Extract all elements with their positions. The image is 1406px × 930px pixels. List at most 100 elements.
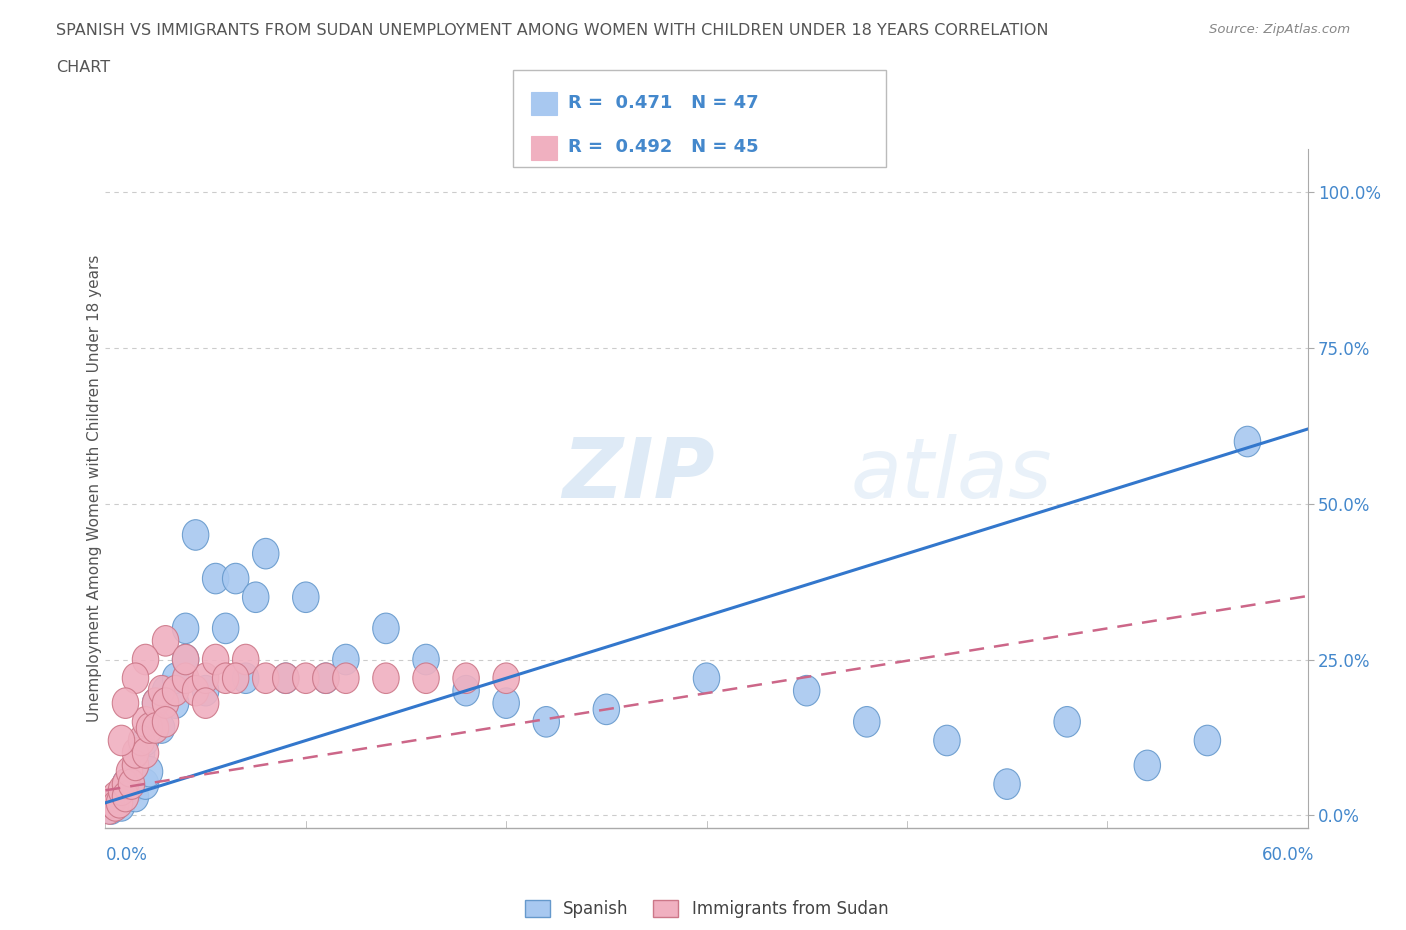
Ellipse shape — [413, 663, 439, 694]
Ellipse shape — [232, 644, 259, 675]
Ellipse shape — [112, 688, 139, 718]
Ellipse shape — [136, 712, 163, 743]
Ellipse shape — [162, 663, 188, 694]
Ellipse shape — [494, 688, 519, 718]
Ellipse shape — [117, 756, 143, 787]
Ellipse shape — [1234, 426, 1261, 457]
Ellipse shape — [212, 613, 239, 644]
Ellipse shape — [136, 756, 163, 787]
Ellipse shape — [373, 663, 399, 694]
Ellipse shape — [193, 688, 219, 718]
Ellipse shape — [162, 675, 188, 706]
Ellipse shape — [453, 663, 479, 694]
Ellipse shape — [112, 769, 139, 800]
Ellipse shape — [853, 707, 880, 737]
Ellipse shape — [1194, 725, 1220, 756]
Text: 0.0%: 0.0% — [105, 846, 148, 864]
Ellipse shape — [128, 725, 155, 756]
Legend: Spanish, Immigrants from Sudan: Spanish, Immigrants from Sudan — [517, 893, 896, 924]
Ellipse shape — [117, 775, 143, 805]
Ellipse shape — [162, 688, 188, 718]
Ellipse shape — [132, 707, 159, 737]
Ellipse shape — [173, 644, 198, 675]
Ellipse shape — [112, 781, 139, 812]
Ellipse shape — [222, 564, 249, 594]
Ellipse shape — [122, 751, 149, 780]
Ellipse shape — [142, 688, 169, 718]
Ellipse shape — [128, 737, 155, 768]
Ellipse shape — [1054, 707, 1080, 737]
Ellipse shape — [222, 663, 249, 694]
Ellipse shape — [152, 675, 179, 706]
Ellipse shape — [183, 675, 209, 706]
Ellipse shape — [152, 688, 179, 718]
Ellipse shape — [242, 582, 269, 613]
Ellipse shape — [273, 663, 299, 694]
Ellipse shape — [273, 663, 299, 694]
Ellipse shape — [193, 675, 219, 706]
Ellipse shape — [103, 781, 129, 812]
Text: CHART: CHART — [56, 60, 110, 75]
Ellipse shape — [453, 675, 479, 706]
Ellipse shape — [122, 737, 149, 768]
Ellipse shape — [173, 644, 198, 675]
Ellipse shape — [112, 769, 139, 800]
Text: ZIP: ZIP — [562, 434, 714, 515]
Ellipse shape — [994, 769, 1021, 800]
Ellipse shape — [122, 781, 149, 812]
Ellipse shape — [173, 663, 198, 694]
Ellipse shape — [1135, 751, 1160, 780]
Text: Source: ZipAtlas.com: Source: ZipAtlas.com — [1209, 23, 1350, 36]
Ellipse shape — [96, 793, 122, 824]
Text: R =  0.471   N = 47: R = 0.471 N = 47 — [568, 94, 759, 113]
Ellipse shape — [183, 520, 209, 551]
Ellipse shape — [333, 644, 359, 675]
Ellipse shape — [373, 613, 399, 644]
Ellipse shape — [693, 663, 720, 694]
Ellipse shape — [152, 707, 179, 737]
Ellipse shape — [202, 644, 229, 675]
Ellipse shape — [103, 790, 129, 821]
Ellipse shape — [292, 663, 319, 694]
Ellipse shape — [494, 663, 519, 694]
Ellipse shape — [132, 644, 159, 675]
Ellipse shape — [253, 538, 278, 569]
Ellipse shape — [253, 663, 278, 694]
Ellipse shape — [148, 675, 174, 706]
Ellipse shape — [132, 737, 159, 768]
Ellipse shape — [333, 663, 359, 694]
Ellipse shape — [212, 663, 239, 694]
Ellipse shape — [103, 788, 129, 818]
Ellipse shape — [793, 675, 820, 706]
Ellipse shape — [108, 775, 135, 805]
Y-axis label: Unemployment Among Women with Children Under 18 years: Unemployment Among Women with Children U… — [87, 255, 101, 722]
Ellipse shape — [108, 790, 135, 821]
Ellipse shape — [533, 707, 560, 737]
Ellipse shape — [413, 644, 439, 675]
Ellipse shape — [98, 793, 125, 824]
Ellipse shape — [292, 582, 319, 613]
Ellipse shape — [152, 626, 179, 657]
Ellipse shape — [148, 712, 174, 743]
Ellipse shape — [173, 613, 198, 644]
Ellipse shape — [132, 725, 159, 756]
Ellipse shape — [122, 751, 149, 780]
Ellipse shape — [107, 788, 132, 818]
Ellipse shape — [193, 663, 219, 694]
Ellipse shape — [142, 712, 169, 743]
Ellipse shape — [312, 663, 339, 694]
Ellipse shape — [934, 725, 960, 756]
Text: 60.0%: 60.0% — [1263, 846, 1315, 864]
Text: atlas: atlas — [851, 434, 1053, 515]
Ellipse shape — [312, 663, 339, 694]
Ellipse shape — [593, 694, 620, 724]
Ellipse shape — [142, 707, 169, 737]
Text: R =  0.492   N = 45: R = 0.492 N = 45 — [568, 139, 759, 156]
Text: SPANISH VS IMMIGRANTS FROM SUDAN UNEMPLOYMENT AMONG WOMEN WITH CHILDREN UNDER 18: SPANISH VS IMMIGRANTS FROM SUDAN UNEMPLO… — [56, 23, 1049, 38]
Ellipse shape — [232, 663, 259, 694]
Ellipse shape — [108, 725, 135, 756]
Ellipse shape — [118, 769, 145, 800]
Ellipse shape — [98, 788, 125, 818]
Ellipse shape — [122, 663, 149, 694]
Ellipse shape — [142, 688, 169, 718]
